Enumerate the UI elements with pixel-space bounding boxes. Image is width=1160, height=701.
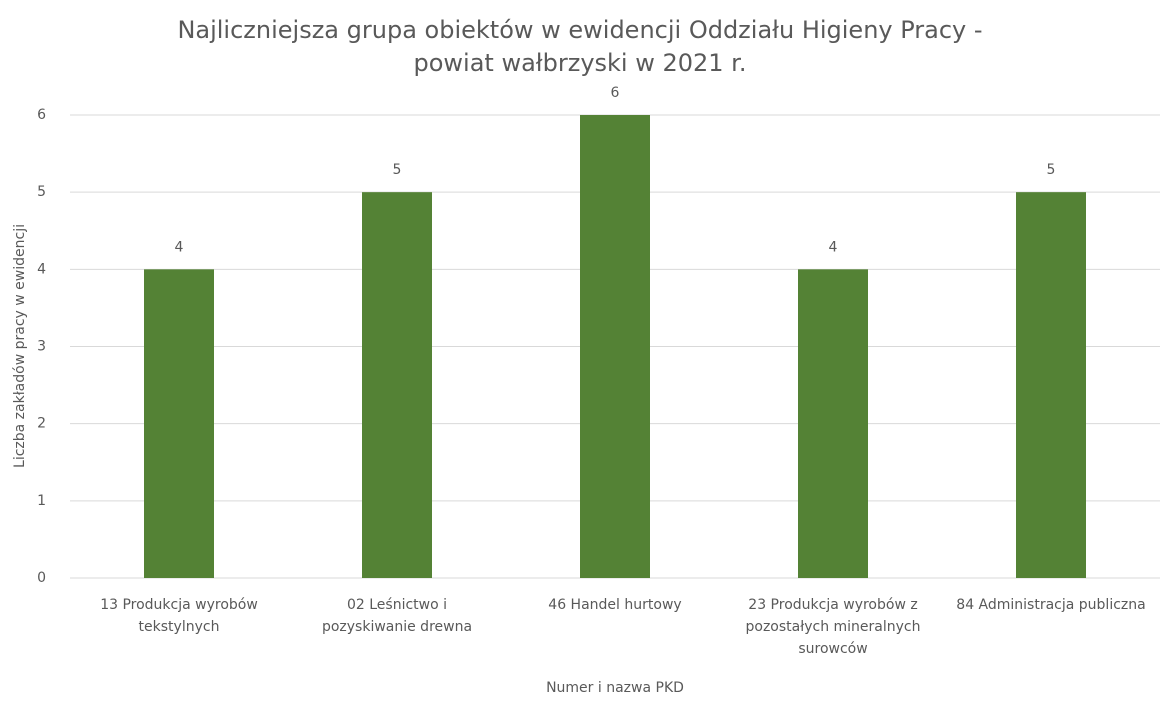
x-axis-label: Numer i nazwa PKD (546, 680, 684, 696)
x-tick-label: 84 Administracja publiczna (956, 597, 1146, 613)
x-tick-label: 46 Handel hurtowy (548, 597, 682, 613)
bar (362, 192, 432, 578)
data-label: 4 (829, 239, 838, 255)
y-tick-label: 4 (37, 261, 46, 277)
data-label: 5 (1047, 162, 1056, 178)
y-tick-label: 2 (37, 416, 46, 432)
data-label: 5 (393, 162, 402, 178)
bar (798, 269, 868, 578)
data-label: 6 (611, 85, 620, 101)
x-tick-label: 02 Leśnictwo i pozyskiwanie drewna (321, 597, 473, 635)
y-tick-label: 3 (37, 339, 46, 355)
y-axis-label: Liczba zakładów pracy w ewidencji (12, 224, 28, 468)
chart-title: Najliczniejsza grupa obiektów w ewidencj… (177, 16, 983, 77)
y-tick-label: 0 (37, 570, 46, 586)
data-label: 4 (175, 239, 184, 255)
bar (1016, 192, 1086, 578)
x-tick-label: 13 Produkcja wyrobów tekstylnych (100, 597, 258, 635)
y-tick-label: 5 (37, 184, 46, 200)
x-tick-label: 23 Produkcja wyrobów z pozostałych miner… (745, 597, 921, 657)
y-tick-label: 6 (37, 107, 46, 123)
bar (144, 269, 214, 578)
bar (580, 115, 650, 578)
y-tick-label: 1 (37, 493, 46, 509)
